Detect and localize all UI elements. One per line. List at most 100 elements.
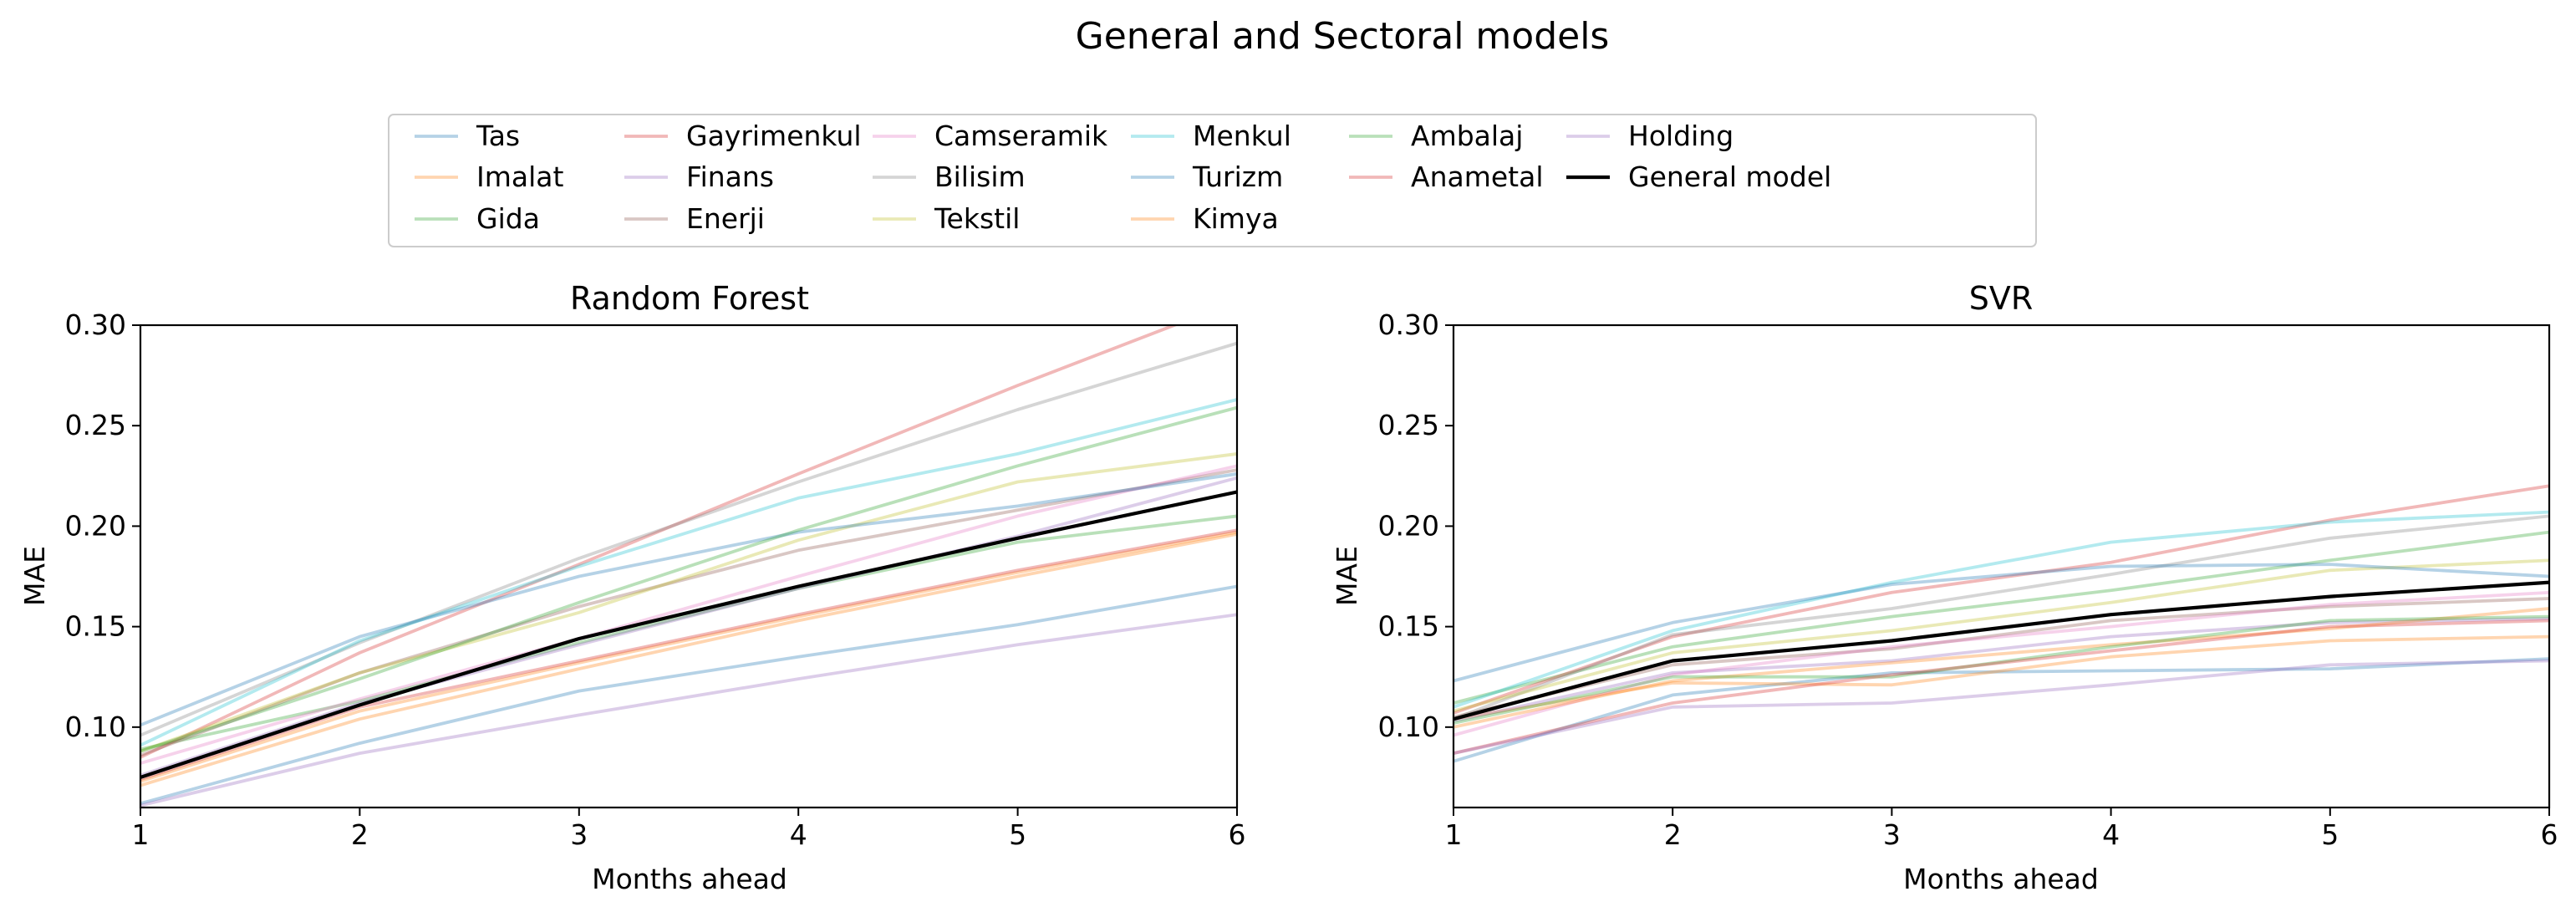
legend-item-kimya: Kimya (1131, 202, 1279, 235)
series-line-camseramik (140, 464, 1237, 765)
series-line-bilisim (140, 341, 1237, 737)
series-line-ambalaj (140, 405, 1237, 753)
legend-label: Holding (1628, 120, 1733, 152)
legend-label: Anametal (1411, 160, 1544, 193)
y-tick-label: 0.25 (65, 409, 126, 441)
plot-title: SVR (1969, 280, 2034, 317)
series-line-tas (1453, 657, 2549, 763)
series-line-kimya (140, 530, 1237, 783)
legend-label: Turizm (1192, 160, 1283, 193)
x-tick-label: 2 (1664, 818, 1682, 851)
legend-item-camseramik: Camseramik (873, 120, 1108, 152)
x-tick-label: 6 (1229, 818, 1246, 851)
legend-label: Tekstil (934, 202, 1020, 235)
series-line-imalat (140, 532, 1237, 787)
x-tick-label: 5 (2321, 818, 2339, 851)
series-line-tekstil (140, 452, 1237, 753)
y-tick-label: 0.10 (65, 711, 126, 743)
series-line-menkul (1453, 510, 2549, 709)
legend-label: Finans (686, 160, 774, 193)
x-axis-label: Months ahead (592, 863, 787, 895)
legend-label: Imalat (476, 160, 563, 193)
axes-frame (139, 324, 1239, 809)
legend-item-anametal: Anametal (1349, 160, 1544, 193)
legend-label: Tas (476, 120, 520, 152)
legend-label: Kimya (1193, 202, 1279, 235)
y-tick-label: 0.20 (1378, 509, 1439, 542)
legend-label: Gayrimenkul (686, 120, 862, 152)
series-line-camseramik (1453, 590, 2549, 737)
x-tick-label: 1 (132, 818, 150, 851)
series-line-finans (140, 476, 1237, 777)
legend-item-ambalaj: Ambalaj (1349, 120, 1523, 152)
legend-label: Gida (476, 202, 540, 235)
series-line-menkul (140, 398, 1237, 747)
series-line-holding (1453, 659, 2549, 755)
y-tick-label: 0.15 (65, 610, 126, 643)
x-tick-label: 3 (1883, 818, 1901, 851)
series-line-anametal (140, 528, 1237, 782)
series-line-gida (1453, 530, 2549, 705)
legend-item-finans: Finans (624, 160, 774, 193)
series-line-gayrimenkul (1453, 484, 2549, 715)
series-line-anametal (1453, 619, 2549, 755)
series-line-kimya (1453, 607, 2549, 729)
series-line-ambalaj (1453, 614, 2549, 725)
series-line-bilisim (1453, 514, 2549, 721)
y-tick-label: 0.20 (65, 509, 126, 542)
legend-label: Ambalaj (1411, 120, 1523, 152)
legend-item-tas: Tas (415, 120, 520, 152)
y-tick-label: 0.30 (1378, 308, 1439, 341)
series-line-tas (140, 584, 1237, 806)
x-tick-label: 4 (790, 818, 807, 851)
x-axis-label: Months ahead (1903, 863, 2099, 895)
x-tick-label: 1 (1445, 818, 1463, 851)
x-tick-label: 2 (351, 818, 369, 851)
y-axis-label: MAE (1331, 546, 1363, 606)
x-tick-label: 3 (570, 818, 588, 851)
x-tick-label: 5 (1009, 818, 1026, 851)
series-line-general-model (140, 490, 1237, 779)
series-line-general-model (1453, 580, 2549, 721)
series-line-finans (1453, 617, 2549, 723)
figure-title: General and Sectoral models (1076, 15, 1610, 58)
y-axis-label: MAE (18, 546, 51, 606)
plot-title: Random Forest (570, 280, 809, 317)
series-line-enerji (140, 468, 1237, 757)
legend-item-turizm: Turizm (1131, 160, 1283, 193)
legend-item-gida: Gida (415, 202, 540, 235)
legend-item-tekstil: Tekstil (873, 202, 1020, 235)
legend-item-menkul: Menkul (1131, 120, 1291, 152)
legend-item-imalat: Imalat (415, 160, 563, 193)
plot-random-forest: Random Forest Months ahead MAE 1 2 3 4 5 6 0.1… (18, 280, 1246, 895)
legend-label: Menkul (1193, 120, 1291, 152)
legend-label: Camseramik (934, 120, 1108, 152)
legend-item-holding: Holding (1566, 120, 1733, 152)
series-line-enerji (1453, 597, 2549, 719)
legend-label: General model (1628, 160, 1831, 193)
legend-label: Bilisim (934, 160, 1026, 193)
legend-item-general-model: General model (1566, 160, 1831, 193)
series-line-turizm (140, 472, 1237, 727)
legend-frame (388, 114, 2037, 247)
y-tick-label: 0.30 (65, 308, 126, 341)
y-tick-label: 0.10 (1378, 711, 1439, 743)
plot-svr: SVR Months ahead MAE 1 2 3 4 5 6 0.10 0.15 0.20 0… (1331, 280, 2558, 895)
series-line-imalat (1453, 634, 2549, 721)
y-tick-label: 0.25 (1378, 409, 1439, 441)
y-tick-label: 0.15 (1378, 610, 1439, 643)
legend: Tas Imalat Gida Gayrimenkul Finans Enerji Cams… (388, 114, 2037, 247)
axes-frame (1452, 324, 2551, 809)
legend-item-gayrimenkul: Gayrimenkul (624, 120, 862, 152)
series-line-tekstil (1453, 558, 2549, 713)
legend-item-bilisim: Bilisim (873, 160, 1026, 193)
series-line-turizm (1453, 563, 2549, 683)
legend-item-enerji: Enerji (624, 202, 765, 235)
legend-label: Enerji (686, 202, 765, 235)
series-line-gayrimenkul (140, 325, 1179, 759)
x-tick-label: 6 (2541, 818, 2558, 851)
series-line-gida (140, 514, 1237, 752)
x-tick-label: 4 (2102, 818, 2120, 851)
series-line-holding (140, 613, 1237, 808)
